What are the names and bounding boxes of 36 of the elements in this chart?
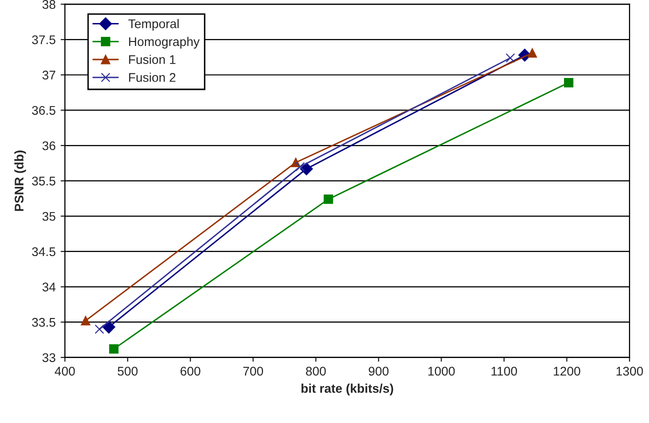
- legend-label: Fusion 1: [129, 54, 176, 64]
- legend-label: Homography: [129, 36, 200, 49]
- point: [300, 162, 313, 176]
- x-tick-label: 500: [118, 366, 138, 376]
- y-tick-label: 37.5: [32, 35, 56, 44]
- y-tick-label: 37: [42, 70, 56, 80]
- point: [80, 316, 90, 326]
- y-tick-label: 33: [42, 353, 56, 362]
- x-tick-label: 400: [54, 366, 75, 376]
- y-tick-label: 36: [42, 141, 56, 150]
- x-tick-label: 1300: [616, 366, 643, 376]
- y-tick-label: 33.5: [32, 318, 56, 327]
- y-tick-label: 35: [42, 212, 56, 221]
- point: [94, 324, 104, 334]
- legend-label: Temporal: [128, 19, 179, 31]
- point: [109, 344, 119, 354]
- point: [324, 194, 334, 204]
- x-tick-label: 600: [180, 366, 200, 376]
- x-axis-title: bit rate (kbits/s): [302, 384, 394, 396]
- y-tick-label: 36.5: [32, 106, 56, 115]
- y-tick-label: 34: [42, 282, 56, 292]
- y-tick-label: 34.5: [32, 247, 56, 256]
- x-tick-label: 900: [368, 366, 389, 376]
- x-tick-label: 1000: [428, 366, 455, 376]
- x-tick-label: 700: [243, 366, 264, 376]
- point: [295, 162, 305, 172]
- y-axis-title: PSNR (db): [14, 150, 26, 211]
- point: [564, 78, 574, 88]
- legend-label: Fusion 2: [129, 72, 176, 82]
- x-tick-label: 800: [306, 366, 326, 376]
- point: [528, 48, 537, 58]
- point: [506, 53, 516, 63]
- x-tick-label: 1200: [554, 366, 580, 376]
- y-tick-label: 35.5: [32, 176, 56, 186]
- y-tick-label: 38: [42, 0, 56, 9]
- x-tick-label: 1100: [492, 366, 518, 376]
